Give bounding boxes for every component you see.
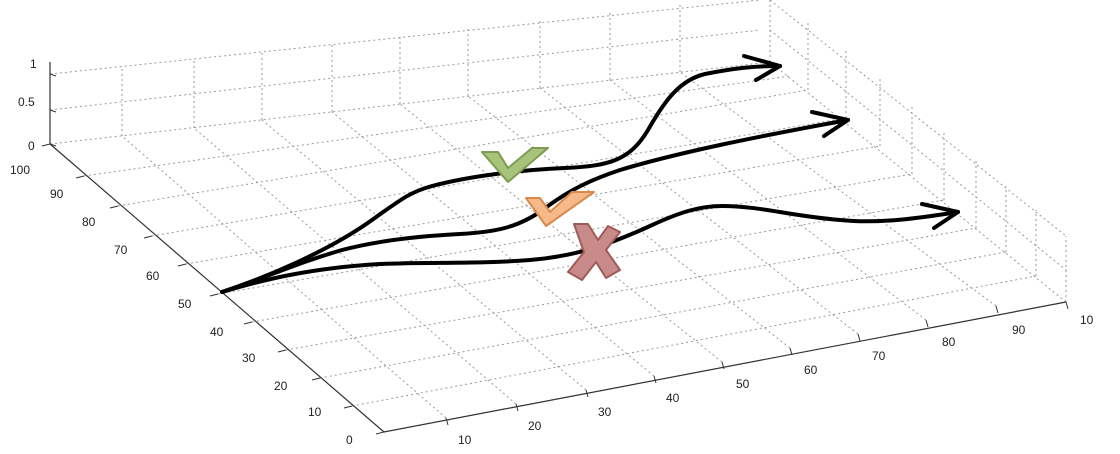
x-tick-label: 10 [458,433,472,447]
arrowhead-failure [920,202,960,230]
arrowhead-partial [810,110,850,138]
z-tick-label: 0.5 [18,95,35,109]
x-axis-ticks: 10 20 30 40 50 60 70 80 90 10 [445,301,1094,447]
y-tick-label: 80 [82,215,96,229]
check-mark-orange-icon [525,191,595,227]
y-tick-label: 70 [114,243,128,257]
x-tick-label: 20 [528,419,542,433]
y-tick-label: 0 [346,433,353,447]
x-tick-label: 30 [598,405,612,419]
y-tick-label: 60 [146,269,160,283]
x-tick-label: 90 [1012,323,1026,337]
x-tick-label: 80 [942,335,956,349]
x-tick-label: 10 [1080,313,1094,327]
trajectory-partial [220,118,850,294]
y-tick-label: 100 [10,163,30,177]
y-axis-ticks: 0 10 20 30 40 50 60 70 80 90 100 [10,143,385,447]
y-tick-label: 50 [178,297,192,311]
y-tick-label: 20 [274,379,288,393]
right-wall-grid [769,0,1067,302]
z-tick-label: 1 [30,57,37,71]
x-tick-label: 60 [804,363,818,377]
trajectory-success [220,64,782,294]
x-tick-label: 50 [736,377,750,391]
x-tick-label: 70 [872,349,886,363]
y-tick-label: 30 [242,351,256,365]
floor-grid [49,61,1067,433]
floor-axes [49,143,1067,433]
z-tick-label: 0 [28,139,35,153]
y-tick-label: 40 [210,325,224,339]
back-wall-grid [49,0,761,144]
x-tick-label: 40 [666,391,680,405]
cross-mark-red-icon [567,223,621,281]
arrowhead-success [742,54,782,82]
trajectory-failure [220,204,960,294]
check-mark-green-icon [481,147,549,183]
y-tick-label: 10 [308,405,322,419]
z-axis-ticks: 0 0.5 1 [18,57,57,153]
trajectories [220,54,960,294]
y-tick-label: 90 [50,187,64,201]
